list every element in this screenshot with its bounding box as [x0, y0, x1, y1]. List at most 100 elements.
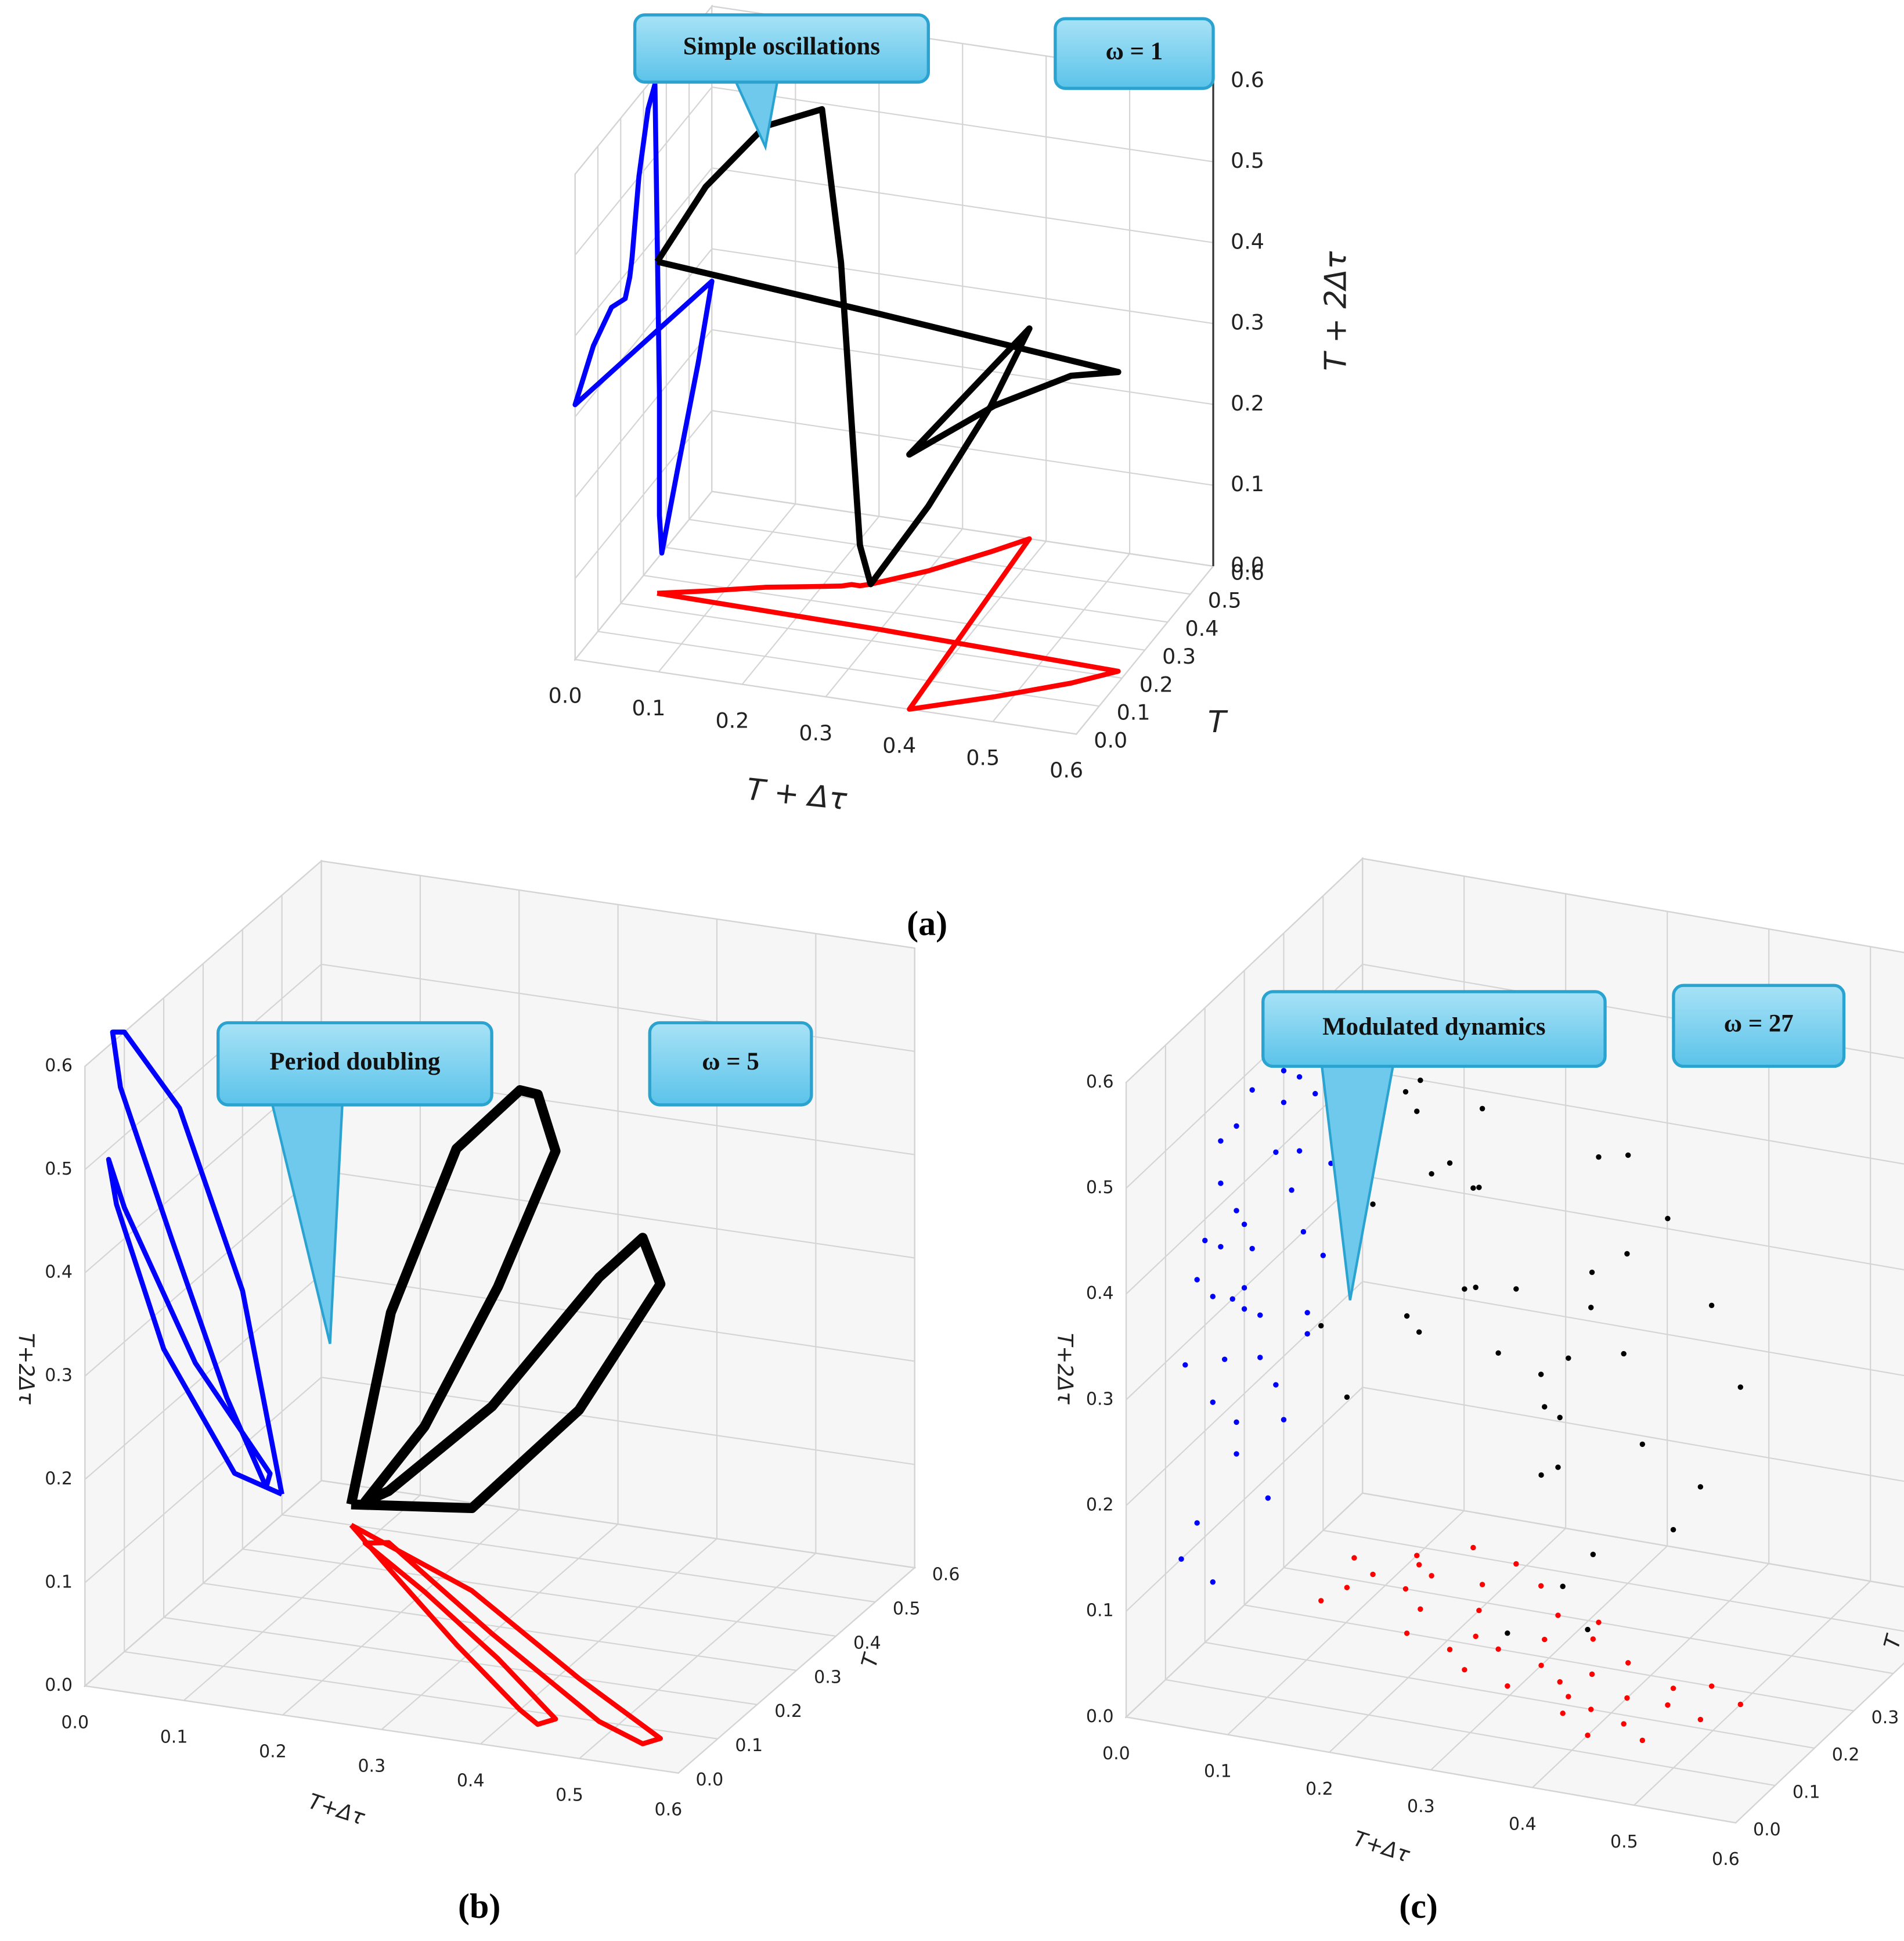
grid-line [84, 1480, 322, 1687]
x-tick-label: 0.5 [1610, 1832, 1638, 1852]
floor-point [1624, 1695, 1630, 1701]
z-tick-label: 0.3 [45, 1366, 73, 1386]
floor-point [1588, 1706, 1594, 1712]
x-tick-label: 0.2 [259, 1741, 287, 1762]
z-tick-label: 0.6 [1086, 1072, 1114, 1092]
floor-point [1621, 1721, 1627, 1727]
point [1505, 1630, 1510, 1636]
wall-projection [572, 82, 715, 556]
z-tick-label: 0.5 [45, 1159, 73, 1179]
grid-line [1362, 1069, 1904, 1165]
point [1370, 1201, 1376, 1207]
callout-text: ω = 5 [702, 1048, 759, 1075]
floor-point [1566, 1694, 1571, 1699]
wall-point [1304, 1331, 1310, 1337]
z-tick-label: 0.1 [1231, 471, 1264, 496]
wall-point [1281, 1068, 1287, 1074]
z-tick-label: 0.3 [1231, 310, 1264, 335]
wall-point [1257, 1312, 1263, 1318]
wall-point [1210, 1294, 1216, 1299]
z-tick-label: 0.1 [45, 1572, 73, 1592]
x-tick-label: 0.3 [1407, 1796, 1435, 1817]
z-tick-label: 0.1 [1086, 1601, 1114, 1621]
grid-line [712, 329, 1214, 405]
wall-point [1241, 1306, 1247, 1312]
grid-line [574, 248, 713, 417]
wall-point [1289, 1187, 1294, 1193]
callout-text: Period doubling [269, 1048, 440, 1075]
point [1737, 1384, 1743, 1390]
y-axis-label: T [1208, 705, 1228, 740]
wall-point [1194, 1277, 1200, 1283]
grid-line [574, 410, 713, 579]
y-tick-label: 0.2 [1139, 672, 1173, 697]
panel-label: (a) [907, 904, 947, 942]
floor-point [1429, 1573, 1434, 1579]
wall-point [1234, 1123, 1239, 1129]
floor-point [1476, 1607, 1482, 1614]
z-axis-label: T+2Δτ [1052, 1333, 1077, 1405]
floor-point [1542, 1636, 1548, 1643]
floor-point [1589, 1671, 1595, 1677]
wall-point [1304, 1310, 1310, 1316]
grid-line [1362, 1492, 1904, 1588]
floor-projection [349, 1522, 663, 1746]
wall-projection [106, 1029, 284, 1497]
grid-line [688, 518, 1191, 595]
z-tick-label: 0.5 [1086, 1177, 1114, 1198]
callout-box [633, 13, 930, 84]
grid-line [575, 658, 1077, 735]
point [1639, 1441, 1646, 1447]
wall-point [1249, 1087, 1255, 1093]
point [1555, 1464, 1561, 1470]
callout-text: ω = 1 [1106, 38, 1163, 65]
z-tick-label: 0.0 [1231, 553, 1264, 578]
floor-point [1495, 1646, 1501, 1652]
floor-point [1318, 1598, 1324, 1604]
back-pane [1362, 858, 1904, 1588]
grid-line [621, 603, 1123, 679]
grid-line [712, 248, 1214, 325]
z-tick-label: 0.6 [1231, 67, 1264, 92]
x-tick-label: 0.1 [1204, 1761, 1232, 1781]
grid-line [84, 963, 322, 1171]
grid-line [321, 1480, 915, 1569]
floor-point [1370, 1571, 1376, 1578]
point [1344, 1394, 1350, 1400]
x-tick-label: 0.2 [715, 708, 749, 733]
floor-point [1557, 1679, 1563, 1685]
callout-text: Modulated dynamics [1322, 1013, 1545, 1040]
y-tick-label: 0.1 [1793, 1782, 1820, 1802]
point [1418, 1077, 1423, 1083]
z-tick-label: 0.2 [45, 1468, 73, 1489]
point [1557, 1414, 1563, 1421]
grid-line [712, 167, 1214, 243]
grid-line [1362, 963, 1904, 1059]
floor-point [1560, 1710, 1566, 1716]
x-axis-label: T+Δτ [1350, 1826, 1413, 1868]
wall-point [1182, 1362, 1188, 1368]
x-tick-label: 0.1 [632, 696, 666, 721]
wall-point [1320, 1252, 1326, 1258]
grid-line [712, 491, 1214, 567]
callout-box [648, 1021, 813, 1107]
wall-point [1281, 1417, 1287, 1423]
point [1621, 1351, 1627, 1357]
point [1402, 1089, 1409, 1095]
wall-point [1234, 1208, 1239, 1213]
z-axis-label: T + 2Δτ [1318, 251, 1353, 371]
point [1566, 1355, 1571, 1361]
point [1473, 1284, 1479, 1290]
point [1538, 1371, 1544, 1377]
x-tick-label: 0.4 [882, 733, 916, 758]
point [1708, 1302, 1715, 1309]
z-tick-label: 0.4 [45, 1262, 73, 1283]
grid-line [242, 1548, 836, 1637]
grid-line [1126, 1716, 1736, 1824]
grid-line [321, 1377, 915, 1465]
wall-point [1229, 1296, 1235, 1302]
grid-line [1126, 1387, 1363, 1612]
z-tick-label: 0.6 [45, 1056, 73, 1076]
y-tick-label: 0.1 [1117, 700, 1151, 725]
grid-line [1126, 1492, 1363, 1718]
